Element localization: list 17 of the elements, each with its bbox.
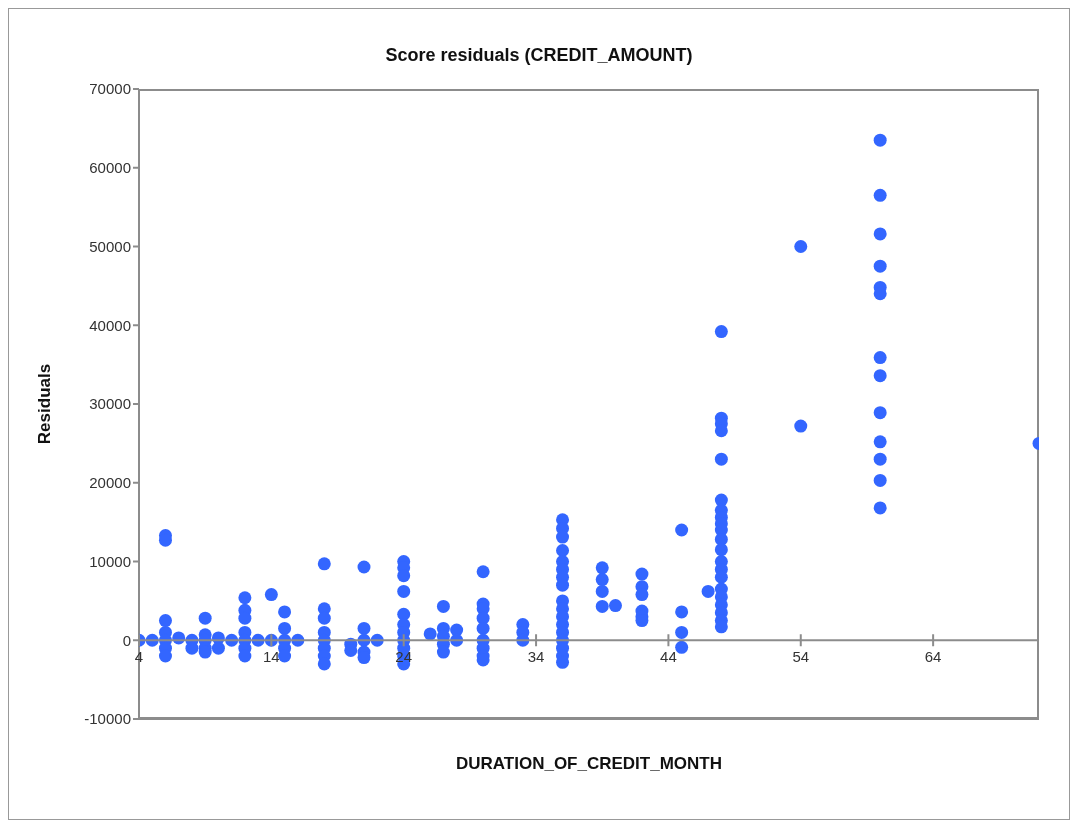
y-tick-label: 10000 (89, 552, 131, 570)
y-tick-label: 60000 (89, 159, 131, 177)
y-tick-label: 50000 (89, 237, 131, 255)
x-tick-label: 34 (527, 648, 545, 666)
y-axis-title: Residuals (35, 363, 55, 445)
y-tick-label: 30000 (89, 395, 131, 413)
y-tick-label: 40000 (89, 316, 131, 334)
y-tick-label: 0 (122, 631, 131, 649)
x-tick-label: 14 (263, 648, 280, 666)
x-axis-title: DURATION_OF_CREDIT_MONTH (455, 754, 723, 773)
y-tick-label: 20000 (89, 474, 131, 492)
chart-title: Score residuals (CREDIT_AMOUNT) (384, 45, 694, 66)
x-tick-label: 44 (660, 648, 677, 666)
x-tick-label: 64 (924, 648, 942, 666)
y-tick-label: 70000 (89, 80, 131, 98)
x-tick-label: 54 (792, 648, 810, 666)
y-tick-label: -10000 (84, 710, 131, 728)
